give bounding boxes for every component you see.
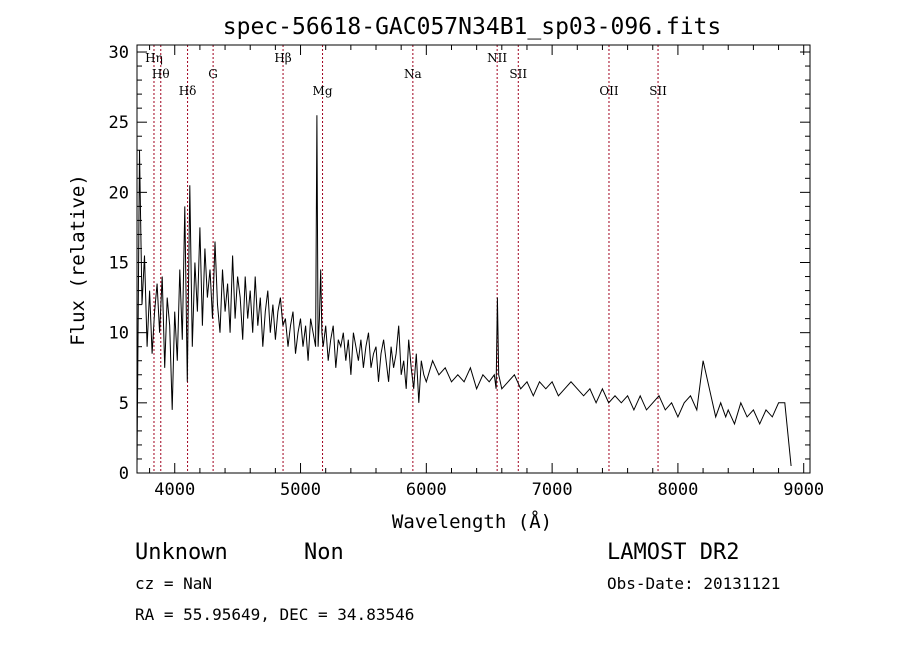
y-tick-label: 0: [119, 464, 129, 484]
coordinates: RA = 55.95649, DEC = 34.83546: [135, 605, 414, 624]
object-class: Unknown: [135, 540, 228, 565]
x-tick-label: 9000: [783, 480, 824, 500]
y-axis-label: Flux (relative): [67, 174, 89, 346]
y-tick-label: 15: [109, 254, 129, 274]
spectral-line-label: Hθ: [152, 67, 170, 81]
x-axis-label: Wavelength (Å): [392, 510, 552, 533]
x-tick-label: 5000: [280, 480, 321, 500]
x-tick-label: 6000: [406, 480, 447, 500]
x-tick-label: 7000: [532, 480, 573, 500]
observation-date: Obs-Date: 20131121: [607, 574, 780, 593]
spectral-line-label: Mg: [313, 84, 333, 98]
spectral-line-label: SII: [509, 67, 527, 81]
spectral-line-label: Na: [404, 67, 422, 81]
y-tick-label: 25: [109, 113, 129, 133]
x-tick-label: 8000: [657, 480, 698, 500]
spectral-line-label: NII: [487, 51, 507, 65]
x-tick-label: 4000: [154, 480, 195, 500]
y-tick-label: 20: [109, 183, 129, 203]
redshift-cz: cz = NaN: [135, 574, 212, 593]
survey-name: LAMOST DR2: [607, 540, 739, 565]
spectral-line-label: OII: [599, 84, 619, 98]
y-tick-label: 10: [109, 324, 129, 344]
spectral-line-label: Hδ: [179, 84, 197, 98]
spectral-line-label: G: [208, 67, 218, 81]
spectral-line-label: SII: [649, 84, 667, 98]
object-subclass: Non: [304, 540, 344, 565]
axis-ticks: 4000 5000 6000 7000 8000 9000 0 5 10 15 20 25 30: [109, 43, 825, 500]
plot-frame: [136, 44, 811, 474]
spectral-line-label: Hβ: [274, 51, 291, 65]
y-tick-label: 30: [109, 43, 129, 63]
spectrum-line: [136, 115, 792, 467]
chart-title: spec-56618-GAC057N34B1_sp03-096.fits: [223, 14, 722, 40]
spectral-line-label: Hη: [145, 51, 163, 65]
y-tick-label: 5: [119, 394, 129, 414]
